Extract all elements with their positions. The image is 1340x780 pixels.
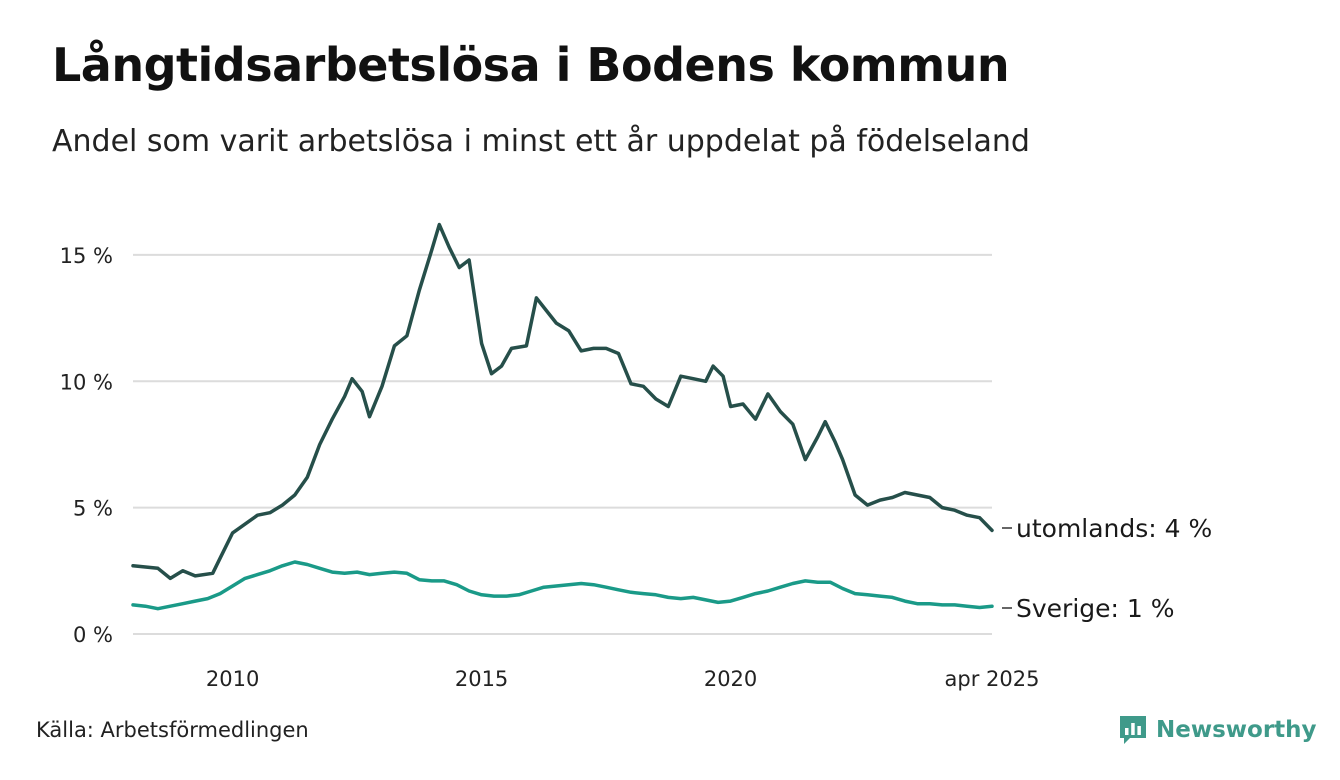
y-tick-label: 0 % [73,623,113,647]
series-line-utomlands [131,222,994,581]
x-axis-ticks: 2010 2015 2020 apr 2025 [206,667,1040,691]
chart-title: Långtidsarbetslösa i Bodens kommun [52,38,1010,92]
brand-name: Newsworthy [1156,717,1317,743]
y-axis-ticks: 0 % 5 % 10 % 15 % [60,244,113,647]
chart-subtitle: Andel som varit arbetslösa i minst ett å… [52,124,1030,159]
series-line-sverige [131,560,994,611]
end-label-utomlands: utomlands: 4 % [1016,514,1212,543]
gridlines [133,253,992,635]
y-tick-label: 5 % [73,497,113,521]
x-tick-label: 2010 [206,667,259,691]
brand-logo: Newsworthy [1118,714,1317,746]
y-tick-label: 15 % [60,244,113,268]
x-tick-label: 2020 [704,667,757,691]
y-tick-label: 10 % [60,370,113,394]
end-labels: utomlands: 4 % Sverige: 1 % [1002,514,1212,623]
newsworthy-logo-icon [1120,716,1146,744]
x-tick-label: 2015 [455,667,508,691]
end-label-sverige: Sverige: 1 % [1016,594,1175,623]
series-lines [131,222,994,611]
x-tick-label: apr 2025 [945,667,1040,691]
source-note: Källa: Arbetsförmedlingen [36,718,309,742]
